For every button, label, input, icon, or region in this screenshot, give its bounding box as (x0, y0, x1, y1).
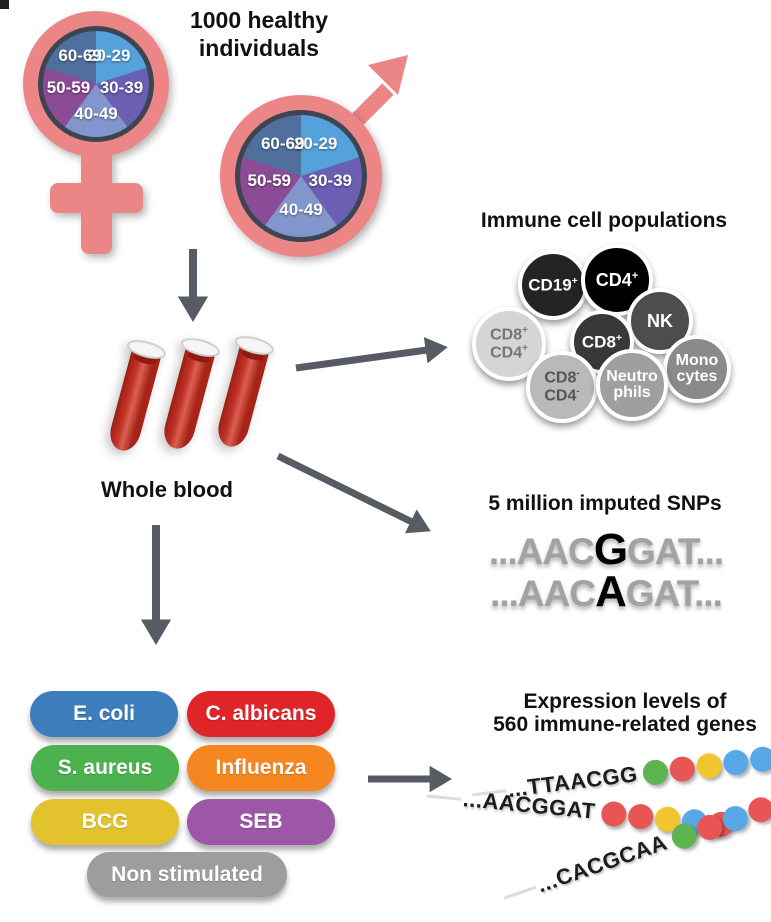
age-group-label: 50-59 (247, 170, 292, 190)
immune-cell-cd8cd4neg: CD8- CD4- (526, 351, 598, 423)
stimulus-pill-influenza: Influenza (187, 745, 335, 791)
cell-label: phils (613, 384, 651, 401)
cell-label: CD8+ (490, 325, 528, 344)
age-group-label: 40-49 (279, 200, 323, 220)
arrow-blood-to-snps (276, 452, 431, 534)
age-group-label: 60-69 (260, 134, 305, 154)
red-expression-dot (744, 793, 771, 826)
stimulus-pill-s-aureus: S. aureus (31, 745, 179, 791)
age-group-label: 30-39 (308, 170, 353, 190)
snp-variant-allele-a: A (595, 567, 627, 616)
age-group-label: 20-29 (293, 134, 338, 154)
snp-seq-1-suffix: GAT... (627, 531, 724, 572)
expression-title-line2: 560 immune-related genes (493, 713, 757, 736)
red-expression-dot (600, 799, 628, 828)
blue-expression-dot (749, 744, 771, 773)
cell-label: CD4- (544, 386, 580, 405)
age-group-label: 60-69 (58, 46, 102, 66)
red-expression-dot (668, 754, 697, 783)
whole-blood-label: Whole blood (101, 477, 233, 502)
cell-label: CD8+ (581, 332, 623, 352)
cell-label: CD8- (544, 368, 580, 387)
male-symbol: 20-29 30-39 40-49 50-59 60-69 (220, 95, 382, 257)
snp-seq-2-suffix: GAT... (625, 573, 723, 614)
age-group-label: 20-29 (86, 46, 131, 66)
expression-title-line1: Expression levels of (523, 690, 727, 713)
expression-title: Expression levels of 560 immune-related … (475, 690, 771, 736)
snp-seq-2-prefix: ...AAC (490, 573, 596, 614)
cohort-title: 1000 healthy individuals (159, 6, 359, 62)
cell-label: Neutro (606, 367, 658, 385)
cohort-title-line2: individuals (198, 35, 320, 61)
age-group-label: 40-49 (74, 103, 118, 123)
immune-cell-cd19: CD19+ (518, 250, 588, 320)
snp-sequence-1: ...AACGGAT... (446, 525, 766, 574)
stimulus-pill-seb: SEB (187, 799, 335, 845)
snps-title: 5 million imputed SNPs (488, 492, 722, 515)
blue-expression-dot (722, 748, 751, 776)
arrow-blood-to-cells (295, 337, 448, 372)
cell-label: CD4+ (490, 343, 528, 362)
yellow-expression-dot (695, 751, 724, 780)
female-symbol: 20-29 30-39 40-49 50-59 60-69 (23, 11, 169, 256)
snp-sequence-2: ...AACAGAT... (446, 567, 766, 616)
stimulus-pill-bcg: BCG (31, 799, 179, 845)
cell-label: Mono (675, 351, 719, 369)
cell-label: NK (647, 310, 673, 331)
immune-cell-neutrophils: Neutro phils (596, 349, 668, 421)
immune-cell-cd8cd4pos: CD8+ CD4+ (472, 307, 546, 381)
female-age-pie-chart: 20-29 30-39 40-49 50-59 60-69 (38, 26, 154, 142)
male-age-pie-chart: 20-29 30-39 40-49 50-59 60-69 (235, 110, 367, 242)
stimulus-pill-e-coli: E. coli (30, 691, 178, 737)
male-arrow-head (368, 55, 408, 95)
age-group-label: 30-39 (99, 78, 144, 98)
age-group-label: 50-59 (46, 78, 91, 98)
cohort-title-line1: 1000 healthy (189, 7, 329, 33)
cell-label: CD4+ (595, 269, 639, 290)
red-expression-dot (626, 802, 655, 830)
corner-mark (0, 0, 9, 9)
female-cross-bar (50, 183, 143, 213)
immune-cell-monocytes: Mono cytes (663, 335, 731, 403)
stimulus-pill-c-albicans: C. albicans (187, 691, 335, 737)
cell-label: CD19+ (528, 275, 578, 295)
snp-variant-allele-g: G (593, 525, 628, 574)
immune-cells-title: Immune cell populations (480, 209, 728, 232)
green-expression-dot (641, 757, 670, 786)
cell-label: cytes (676, 368, 718, 385)
stimulus-pill-non-stimulated: Non stimulated (87, 852, 287, 897)
snp-seq-1-prefix: ...AAC (488, 531, 595, 572)
immune-cell-nk: NK (627, 288, 693, 354)
